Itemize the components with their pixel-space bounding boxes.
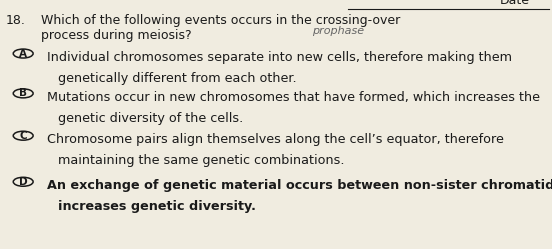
Text: increases genetic diversity.: increases genetic diversity. [58, 200, 256, 213]
Text: Individual chromosomes separate into new cells, therefore making them: Individual chromosomes separate into new… [47, 51, 512, 64]
Text: An exchange of genetic material occurs between non-sister chromatids, which: An exchange of genetic material occurs b… [47, 179, 552, 192]
Text: Mutations occur in new chromosomes that have formed, which increases the: Mutations occur in new chromosomes that … [47, 91, 540, 104]
Text: Chromosome pairs align themselves along the cell’s equator, therefore: Chromosome pairs align themselves along … [47, 133, 504, 146]
Text: Which of the following events occurs in the crossing-over: Which of the following events occurs in … [41, 14, 401, 27]
Text: Date: Date [500, 0, 530, 7]
Text: B: B [19, 88, 27, 98]
Text: A: A [19, 49, 27, 59]
Text: 18.: 18. [6, 14, 25, 27]
Text: prophase: prophase [312, 26, 364, 36]
Text: maintaining the same genetic combinations.: maintaining the same genetic combination… [58, 154, 344, 167]
Text: C: C [19, 131, 27, 141]
Text: genetic diversity of the cells.: genetic diversity of the cells. [58, 112, 243, 125]
Text: genetically different from each other.: genetically different from each other. [58, 72, 296, 85]
Text: process during meiosis?: process during meiosis? [41, 29, 192, 42]
Text: D: D [19, 177, 28, 187]
